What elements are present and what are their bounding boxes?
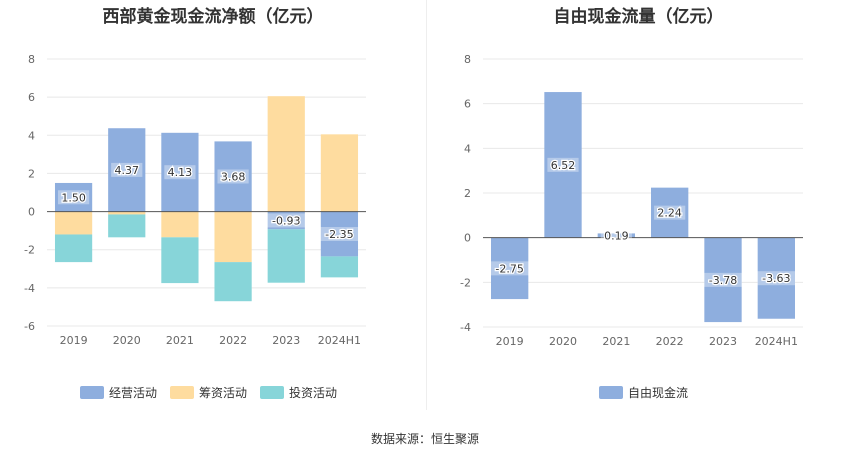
- data-label-bg: [654, 205, 686, 220]
- data-label: -3.63: [762, 272, 790, 285]
- data-label-bg: [267, 213, 306, 228]
- y-tick-label: 4: [464, 142, 471, 155]
- bar: [161, 132, 199, 212]
- y-tick-label: 8: [28, 53, 35, 66]
- data-label-bg: [320, 226, 359, 241]
- data-label-bg: [757, 271, 796, 286]
- x-tick-label: 2020: [549, 335, 577, 348]
- bar: [597, 233, 635, 238]
- bar: [214, 211, 252, 263]
- data-label-bg: [600, 228, 632, 243]
- data-label-bg: [490, 261, 529, 276]
- panel-divider: [426, 0, 427, 410]
- y-tick-label: 8: [464, 53, 471, 66]
- chart-title-cash-flow: 西部黄金现金流净额（亿元）: [102, 7, 324, 27]
- cash-flow-legend: 经营活动 筹资活动 投资活动: [80, 384, 350, 401]
- x-tick-label: 2020: [113, 334, 141, 347]
- legend-label: 投资活动: [289, 386, 338, 400]
- bar: [108, 214, 146, 238]
- data-label-bg: [164, 165, 196, 180]
- bar: [320, 134, 359, 212]
- x-tick-label: 2024H1: [318, 334, 361, 347]
- x-tick-label: 2023: [272, 334, 300, 347]
- legend-item[interactable]: 筹资活动: [170, 384, 247, 401]
- bar: [267, 96, 305, 212]
- x-tick-label: 2022: [219, 334, 247, 347]
- x-tick-label: 2024H1: [755, 335, 798, 348]
- data-label: 6.52: [551, 159, 576, 172]
- bar: [54, 211, 93, 235]
- data-label: -2.35: [325, 228, 353, 241]
- bar: [161, 237, 199, 284]
- data-label-bg: [57, 190, 90, 205]
- bar: [214, 262, 252, 302]
- y-tick-label: -6: [24, 320, 35, 333]
- legend-item[interactable]: 经营活动: [80, 384, 157, 401]
- free-cash-flow-chart: -4 -2 0 2 4 6 8 2019 2020 2021 2022 2023 2024H1 -2.75…: [460, 53, 803, 348]
- x-tick-label: 2023: [709, 335, 737, 348]
- bar: [108, 211, 146, 215]
- y-tick-label: 6: [28, 91, 35, 104]
- y-tick-label: 0: [464, 232, 471, 245]
- y-tick-label: 4: [28, 129, 35, 142]
- data-label-bg: [704, 272, 742, 287]
- bar: [491, 237, 529, 300]
- bar: [544, 92, 582, 238]
- y-tick-label: 2: [464, 187, 471, 200]
- bar: [54, 234, 93, 263]
- bar: [320, 211, 359, 257]
- bar: [214, 141, 252, 212]
- bar: [267, 211, 305, 230]
- data-label-bg: [111, 162, 143, 177]
- legend-label: 自由现金流: [628, 386, 689, 400]
- data-label: 4.37: [115, 164, 140, 177]
- x-tick-label: 2022: [656, 335, 684, 348]
- cash-flow-chart: -6 -4 -2 0 2 4 6 8 2019 2020 2021 2022 2023 2024H1 1.5…: [24, 53, 366, 347]
- y-tick-label: -2: [24, 244, 35, 257]
- data-label: 0.19: [604, 230, 629, 243]
- data-label: 2.24: [657, 207, 682, 220]
- legend-item[interactable]: 投资活动: [260, 384, 337, 401]
- y-tick-label: 2: [28, 167, 35, 180]
- data-label: 1.50: [61, 191, 86, 204]
- y-tick-label: -4: [460, 321, 471, 334]
- data-label-bg: [217, 169, 249, 184]
- y-tick-label: 6: [464, 98, 471, 111]
- bar: [54, 182, 93, 212]
- free-cash-flow-legend: 自由现金流: [599, 384, 701, 401]
- bar: [320, 256, 359, 278]
- y-tick-label: -2: [460, 276, 471, 289]
- bar: [267, 229, 305, 283]
- x-tick-label: 2019: [60, 334, 88, 347]
- data-label-bg: [547, 157, 579, 172]
- legend-item[interactable]: 自由现金流: [599, 384, 688, 401]
- x-tick-label: 2019: [496, 335, 524, 348]
- bar: [704, 237, 742, 323]
- data-label: -2.75: [495, 262, 523, 275]
- bar: [161, 211, 199, 238]
- legend-swatch: [260, 386, 285, 399]
- legend-swatch: [80, 386, 104, 399]
- bar: [108, 128, 146, 212]
- bar: [757, 237, 795, 319]
- data-label: -0.93: [272, 214, 300, 227]
- data-label: 4.13: [168, 166, 193, 179]
- data-source: 数据来源：恒生聚源: [370, 432, 479, 446]
- legend-swatch: [170, 386, 195, 399]
- chart-title-free-cash-flow: 自由现金流量（亿元）: [553, 7, 724, 27]
- legend-label: 筹资活动: [199, 386, 248, 400]
- x-tick-label: 2021: [166, 334, 194, 347]
- bar: [651, 187, 689, 238]
- data-label: 3.68: [221, 170, 246, 183]
- y-tick-label: 0: [28, 206, 35, 219]
- data-label: -3.78: [709, 274, 737, 287]
- legend-swatch: [599, 386, 623, 399]
- y-tick-label: -4: [24, 282, 35, 295]
- x-tick-label: 2021: [602, 335, 630, 348]
- legend-label: 经营活动: [109, 386, 158, 400]
